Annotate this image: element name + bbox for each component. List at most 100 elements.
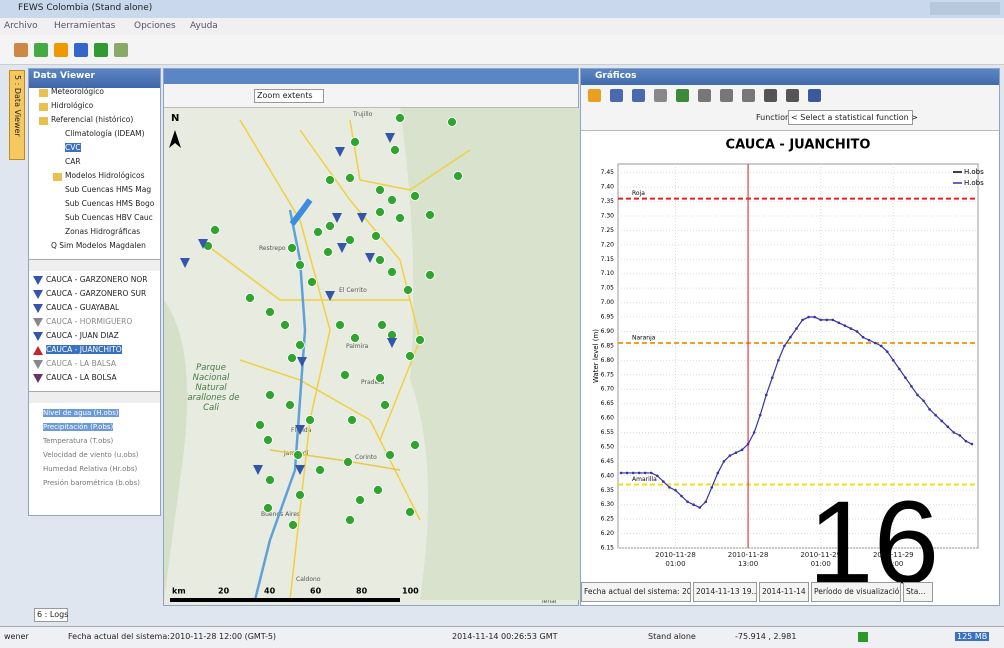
series-point [844, 324, 847, 327]
scale-label: 40 [264, 587, 276, 596]
station-dot [294, 451, 303, 460]
series-point [668, 486, 671, 489]
series-point [704, 501, 707, 504]
chart-tab[interactable]: Período de visualizació... [811, 582, 901, 602]
series-point [910, 385, 913, 388]
station-dot [381, 401, 390, 410]
series-point [662, 480, 665, 483]
station-dot [256, 421, 265, 430]
series-point [771, 376, 774, 379]
y-tick-label: 6.85 [601, 342, 615, 349]
y-tick-label: 6.55 [601, 429, 615, 436]
y-tick-label: 7.40 [601, 184, 615, 191]
station-dot [286, 401, 295, 410]
road [270, 450, 400, 470]
chart-tool [742, 89, 755, 102]
y-tick-label: 7.15 [601, 256, 615, 263]
series-point [620, 472, 623, 475]
series-point [789, 336, 792, 339]
series-point [892, 359, 895, 362]
y-tick-label: 6.75 [601, 371, 615, 378]
station-dot [411, 441, 420, 450]
y-tick-label: 7.10 [601, 270, 615, 277]
chart-tool [698, 89, 711, 102]
station-triangle [253, 465, 263, 475]
chart-tab[interactable]: 2014-11-13 19... [693, 582, 757, 602]
y-tick-label: 6.95 [601, 314, 615, 321]
station-dot [386, 451, 395, 460]
scale-label: 100 [402, 587, 419, 596]
series-point [674, 489, 677, 492]
station-dot [406, 508, 415, 517]
series-point [723, 460, 726, 463]
station-dot [289, 521, 298, 530]
series-point [638, 472, 641, 475]
series-point [971, 443, 974, 446]
station-dot [396, 214, 405, 223]
station-dot [306, 416, 315, 425]
station-dot [288, 354, 297, 363]
series-point [880, 345, 883, 348]
chart-title: CAUCA - JUANCHITO [726, 138, 871, 153]
status-field: wener [4, 632, 29, 641]
status-indicator [858, 632, 868, 642]
series-point [801, 319, 804, 322]
station-dot [426, 271, 435, 280]
threshold-label: Roja [632, 190, 645, 197]
station-dot [288, 244, 297, 253]
y-tick-label: 6.35 [601, 487, 615, 494]
chart-tool [654, 89, 667, 102]
station-dot [266, 308, 275, 317]
series-point [952, 431, 955, 434]
station-dot [376, 256, 385, 265]
chart-tool [720, 89, 733, 102]
series-point [965, 440, 968, 443]
series-point [783, 345, 786, 348]
series-point [741, 449, 744, 452]
status-field: 125 MB [955, 632, 989, 641]
terrain [164, 300, 187, 600]
chart-tab[interactable]: Sta... [903, 582, 933, 602]
y-tick-label: 6.90 [601, 328, 615, 335]
series-point [916, 394, 919, 397]
station-dot [296, 341, 305, 350]
station-triangle [180, 258, 190, 268]
series-point [934, 414, 937, 417]
station-dot [246, 294, 255, 303]
station-triangle [387, 338, 397, 348]
station-dot [376, 208, 385, 217]
y-tick-label: 7.35 [601, 198, 615, 205]
series-point [904, 376, 907, 379]
station-dot [448, 118, 457, 127]
logs-tab[interactable]: 6 : Logs [34, 608, 68, 622]
station-dot [396, 114, 405, 123]
chart-tool [588, 89, 601, 102]
station-dot [376, 186, 385, 195]
north-label: N [171, 113, 179, 124]
series-point [807, 316, 810, 319]
station-dot [264, 436, 273, 445]
y-tick-label: 6.25 [601, 516, 615, 523]
chart-tab[interactable]: Fecha actual del sistema: 20... [581, 582, 691, 602]
y-tick-label: 6.65 [601, 400, 615, 407]
series-point [850, 327, 853, 330]
station-dot [296, 491, 305, 500]
status-field: -75.914 , 2.981 [735, 632, 796, 641]
series-point [692, 503, 695, 506]
y-tick-label: 7.45 [601, 169, 615, 176]
y-axis-label: Water level (m) [592, 329, 600, 383]
station-dot [308, 278, 317, 287]
y-tick-label: 6.15 [601, 545, 615, 552]
series-point [946, 425, 949, 428]
station-dot [376, 374, 385, 383]
series-point [868, 339, 871, 342]
scale-label: 60 [310, 587, 322, 596]
station-dot [372, 232, 381, 241]
series-point [831, 319, 834, 322]
station-dot [344, 458, 353, 467]
station-dot [411, 192, 420, 201]
chart-tab[interactable]: 2014-11-14 ... [759, 582, 809, 602]
station-dot [454, 172, 463, 181]
station-dot [388, 268, 397, 277]
station-dot [264, 504, 273, 513]
